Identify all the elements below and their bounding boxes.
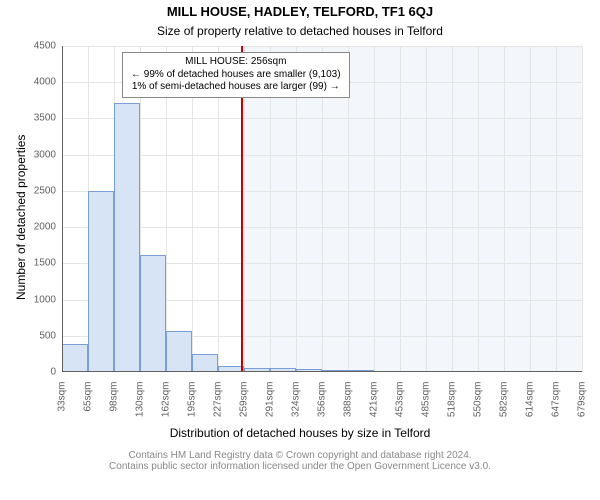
xtick-label: 259sqm: [239, 382, 250, 428]
xtick-label: 453sqm: [395, 382, 406, 428]
gridline-v: [530, 46, 531, 372]
xtick-label: 550sqm: [473, 382, 484, 428]
gridline-v: [426, 46, 427, 372]
ytick-label: 4500: [24, 41, 56, 52]
gridline-v: [400, 46, 401, 372]
footer-line-2: Contains public sector information licen…: [0, 461, 600, 472]
gridline-v: [582, 46, 583, 372]
ytick-label: 4000: [24, 77, 56, 88]
footer-line-1: Contains HM Land Registry data © Crown c…: [0, 450, 600, 461]
histogram-bar: [114, 103, 140, 372]
gridline-v: [374, 46, 375, 372]
xtick-label: 421sqm: [369, 382, 380, 428]
xtick-label: 582sqm: [499, 382, 510, 428]
annotation-line-1: MILL HOUSE: 256sqm: [131, 56, 341, 69]
xtick-label: 388sqm: [343, 382, 354, 428]
gridline-v: [504, 46, 505, 372]
annotation-line-3: 1% of semi-detached houses are larger (9…: [131, 81, 341, 94]
xtick-label: 227sqm: [213, 382, 224, 428]
ytick-label: 0: [24, 367, 56, 378]
xtick-label: 485sqm: [421, 382, 432, 428]
gridline-v: [452, 46, 453, 372]
ytick-label: 1500: [24, 258, 56, 269]
annotation-line-2: ← 99% of detached houses are smaller (9,…: [131, 69, 341, 82]
xtick-label: 291sqm: [265, 382, 276, 428]
xtick-label: 98sqm: [109, 382, 120, 428]
ytick-label: 500: [24, 330, 56, 341]
xtick-label: 33sqm: [57, 382, 68, 428]
ytick-label: 3500: [24, 113, 56, 124]
xtick-label: 324sqm: [291, 382, 302, 428]
xtick-label: 647sqm: [551, 382, 562, 428]
xtick-label: 679sqm: [577, 382, 588, 428]
xtick-label: 518sqm: [447, 382, 458, 428]
ytick-label: 3000: [24, 149, 56, 160]
histogram-bar: [88, 191, 114, 372]
xtick-label: 130sqm: [135, 382, 146, 428]
histogram-bar: [62, 344, 88, 372]
ytick-label: 1000: [24, 294, 56, 305]
histogram-bar: [140, 255, 166, 372]
x-axis: [62, 371, 582, 372]
annotation-box: MILL HOUSE: 256sqm ← 99% of detached hou…: [122, 52, 350, 98]
ytick-label: 2500: [24, 185, 56, 196]
xtick-label: 614sqm: [525, 382, 536, 428]
xtick-label: 356sqm: [317, 382, 328, 428]
xtick-label: 65sqm: [83, 382, 94, 428]
footer-attribution: Contains HM Land Registry data © Crown c…: [0, 450, 600, 472]
y-axis: [62, 46, 63, 372]
histogram-bar: [192, 354, 218, 372]
ytick-label: 2000: [24, 222, 56, 233]
chart-subtitle: Size of property relative to detached ho…: [0, 24, 600, 38]
xtick-label: 162sqm: [161, 382, 172, 428]
chart-container: MILL HOUSE, HADLEY, TELFORD, TF1 6QJ Siz…: [0, 0, 600, 500]
xtick-label: 195sqm: [187, 382, 198, 428]
chart-title: MILL HOUSE, HADLEY, TELFORD, TF1 6QJ: [0, 4, 600, 19]
x-axis-label: Distribution of detached houses by size …: [0, 426, 600, 440]
gridline-v: [478, 46, 479, 372]
histogram-bar: [166, 331, 192, 372]
gridline-v: [556, 46, 557, 372]
